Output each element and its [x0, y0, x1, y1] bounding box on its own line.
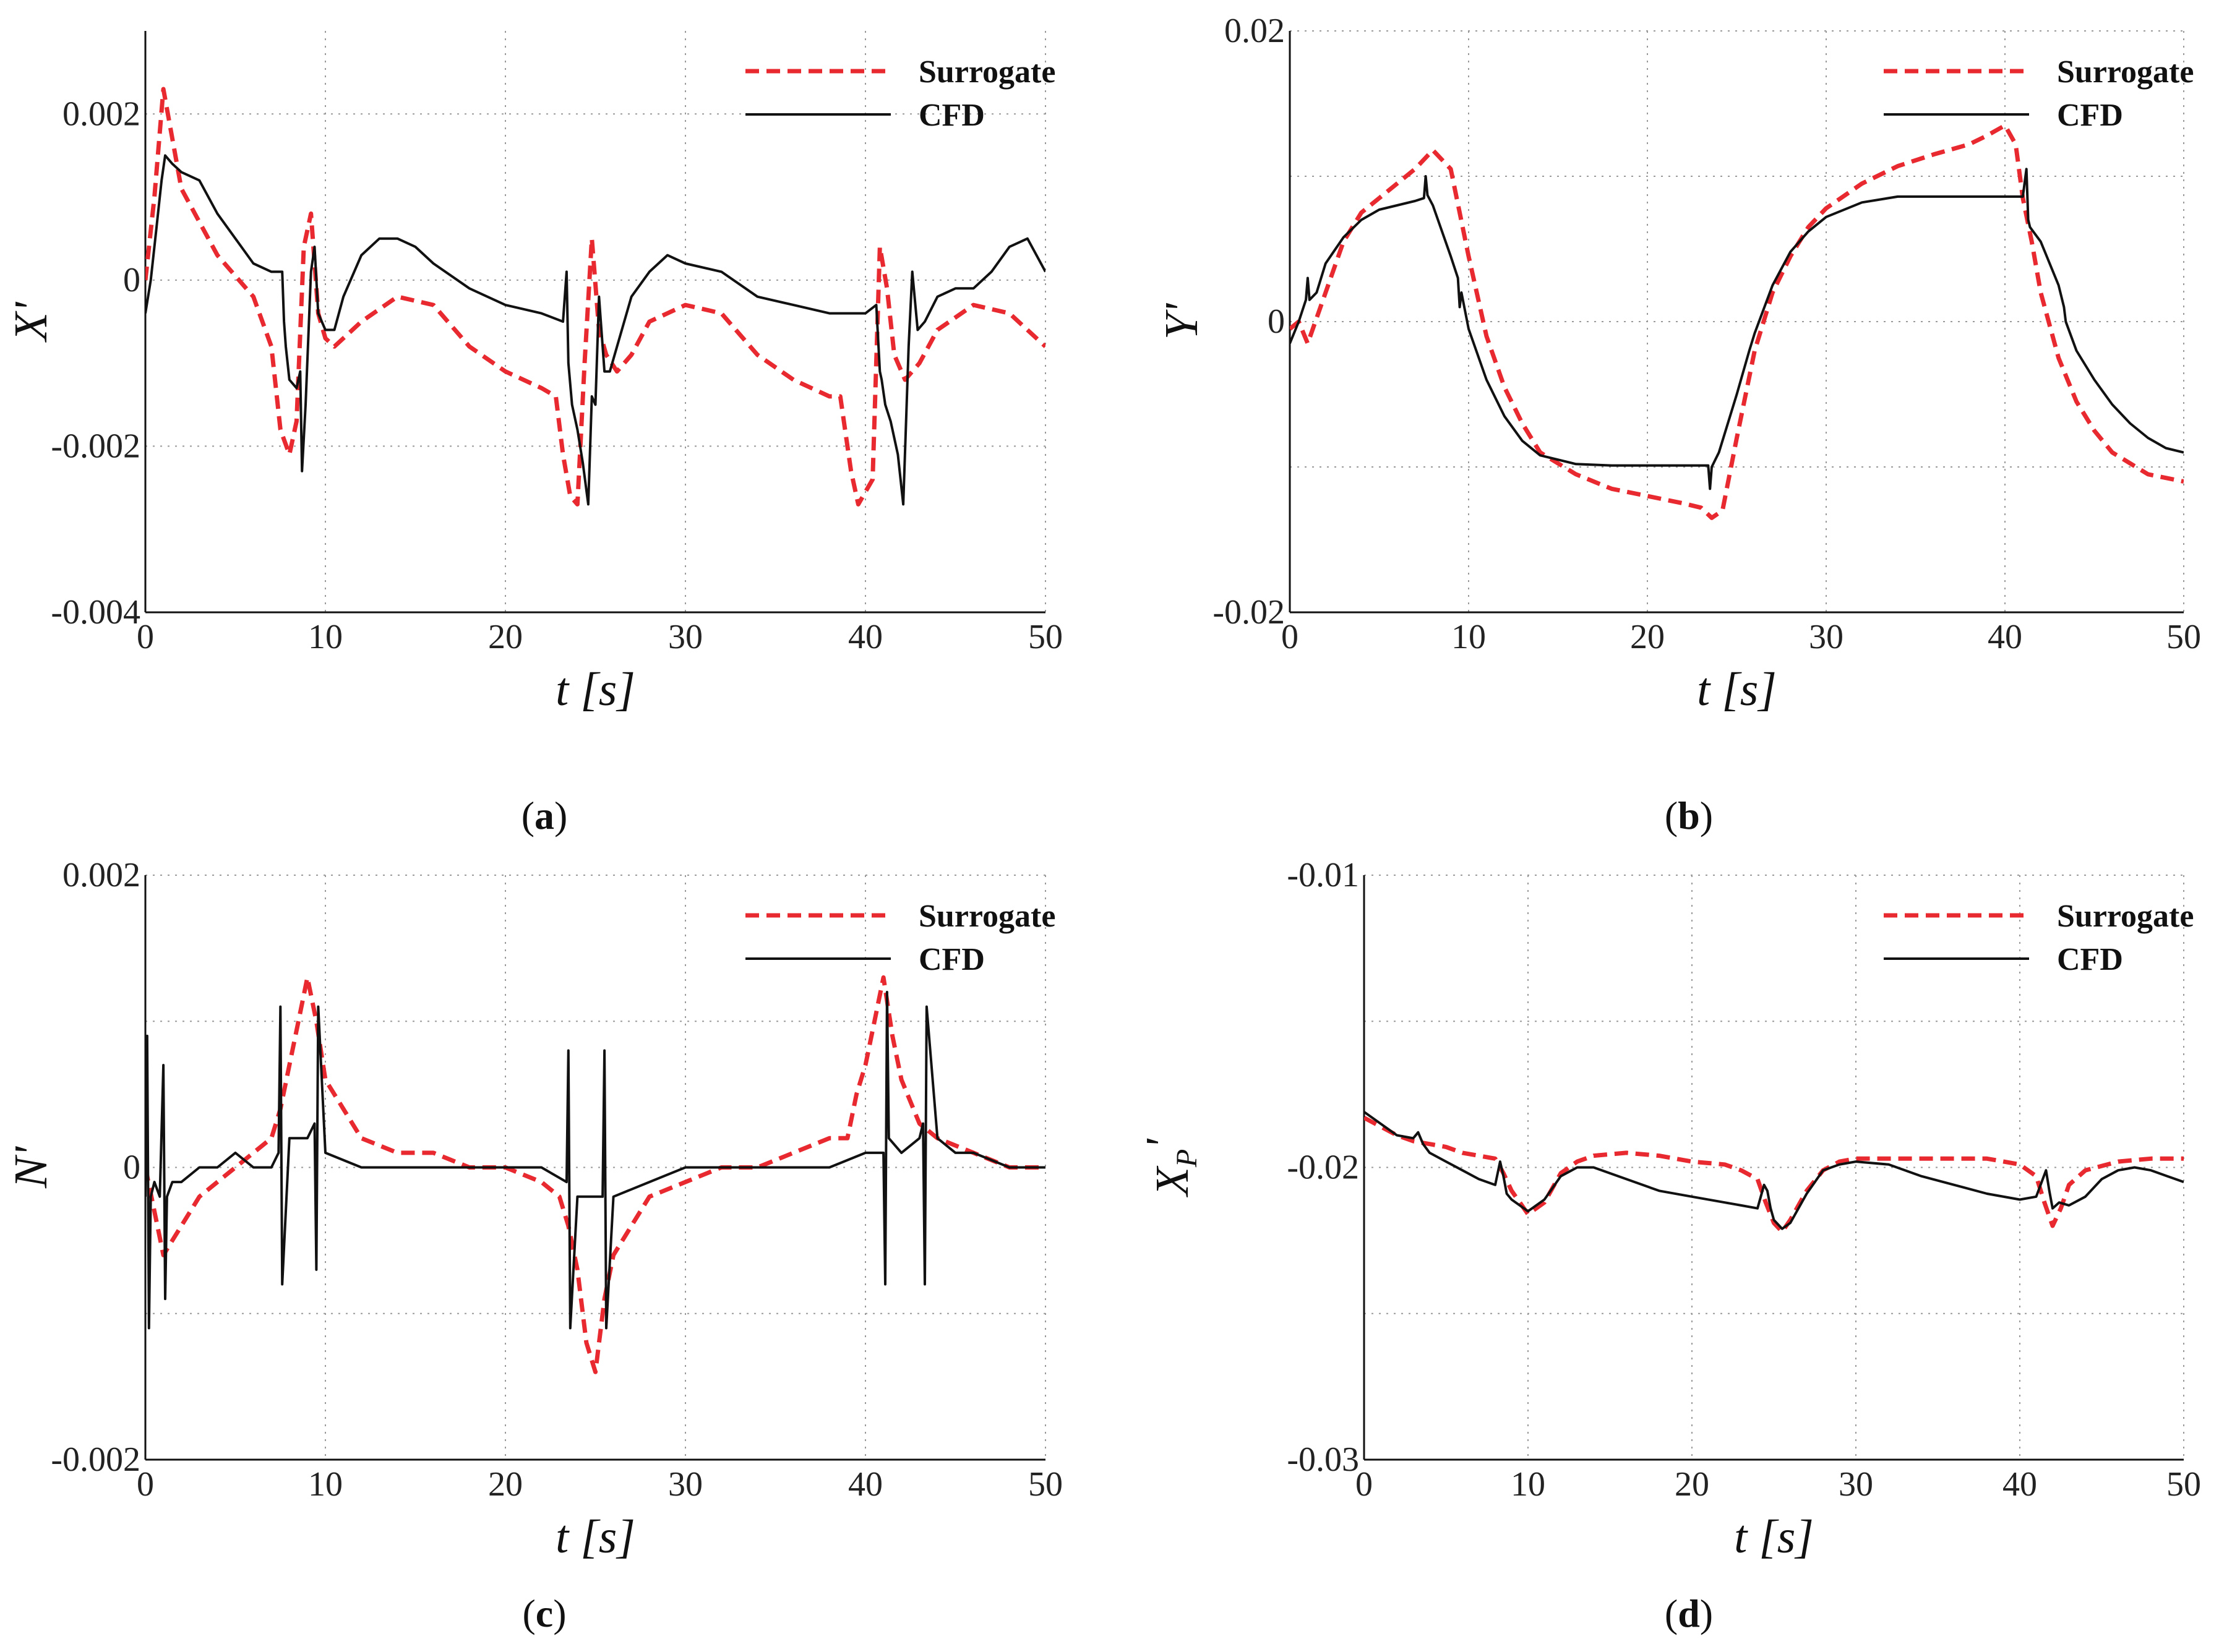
panel-caption-letter: c — [536, 1591, 553, 1635]
legend-label-cfd: CFD — [2057, 942, 2123, 977]
x-tick-label: 20 — [488, 618, 523, 656]
x-tick-label: 50 — [1028, 618, 1063, 656]
panel-caption: (c) — [522, 1591, 566, 1635]
x-tick-label: 50 — [2166, 1465, 2201, 1504]
y-axis-label: N' — [5, 1145, 57, 1189]
y-axis-label-subscript: P — [1170, 1149, 1203, 1168]
series-line-cfd — [1290, 168, 2184, 490]
x-tick-label: 10 — [1511, 1465, 1545, 1504]
x-tick-label: 40 — [848, 618, 883, 656]
y-tick-label: 0.002 — [62, 856, 140, 894]
x-tick-label: 0 — [1355, 1465, 1373, 1504]
y-tick-label: 0 — [123, 1149, 140, 1187]
x-tick-label: 30 — [668, 618, 703, 656]
panel-caption: (b) — [1665, 794, 1713, 837]
x-tick-label: 0 — [137, 1465, 154, 1504]
legend-label-cfd: CFD — [919, 942, 985, 977]
y-tick-label: -0.03 — [1287, 1440, 1359, 1479]
x-axis-label: t [s] — [556, 664, 635, 716]
legend-label-surrogate: Surrogate — [919, 899, 1055, 934]
panel-caption-letter: b — [1678, 794, 1700, 837]
x-tick-label: 10 — [1451, 618, 1486, 656]
x-tick-label: 10 — [308, 618, 343, 656]
y-tick-label: -0.02 — [1213, 593, 1285, 631]
y-tick-label: -0.01 — [1287, 856, 1359, 894]
y-axis-label: XP' — [1136, 1138, 1203, 1198]
y-tick-label: 0.002 — [62, 95, 140, 133]
y-axis-label: Y' — [1156, 302, 1208, 340]
legend-label-cfd: CFD — [919, 98, 985, 133]
x-tick-label: 50 — [1028, 1465, 1063, 1504]
x-tick-label: 20 — [488, 1465, 523, 1504]
x-tick-label: 20 — [1630, 618, 1665, 656]
y-tick-label: 0 — [1268, 302, 1285, 341]
panel-caption-letter: d — [1678, 1591, 1700, 1635]
x-tick-label: 50 — [2166, 618, 2201, 656]
x-tick-label: 30 — [1809, 618, 1843, 656]
x-tick-label: 40 — [1988, 618, 2022, 656]
y-tick-label: 0 — [123, 261, 140, 299]
x-tick-label: 0 — [1281, 618, 1298, 656]
series-line-surrogate — [145, 87, 1045, 507]
series-line-cfd — [145, 991, 1045, 1330]
y-tick-label: -0.004 — [51, 593, 140, 631]
x-tick-label: 30 — [668, 1465, 703, 1504]
legend-label-cfd: CFD — [2057, 98, 2123, 133]
panel-caption-letter: a — [534, 794, 554, 837]
panel-caption: (d) — [1665, 1591, 1713, 1635]
series-line-cfd — [145, 154, 1045, 506]
x-tick-label: 0 — [137, 618, 154, 656]
legend-label-surrogate: Surrogate — [2057, 54, 2194, 90]
chart-panel-d: 0 10 20 30 40 50 -0.03 -0.02 -0.01 t [s] XP' Surrog… — [1136, 856, 2201, 1635]
y-tick-label: 0.02 — [1224, 12, 1285, 50]
panel-caption: (a) — [521, 794, 568, 837]
series-line-surrogate — [1364, 1116, 2184, 1234]
x-tick-label: 40 — [2002, 1465, 2037, 1504]
chart-panel-a: 0 10 20 30 40 50 -0.004 -0.002 0 0.002 t [s] X' Surr… — [5, 31, 1063, 837]
y-axis-label-prime: ' — [1136, 1138, 1188, 1149]
x-tick-label: 40 — [848, 1465, 883, 1504]
x-axis-label: t [s] — [1697, 664, 1777, 716]
y-tick-label: -0.002 — [51, 427, 140, 465]
x-axis-label: t [s] — [1734, 1511, 1814, 1563]
legend-label-surrogate: Surrogate — [2057, 899, 2194, 934]
x-tick-label: 30 — [1839, 1465, 1873, 1504]
y-tick-label: -0.002 — [51, 1440, 140, 1479]
x-axis-label: t [s] — [556, 1511, 635, 1563]
x-tick-label: 10 — [308, 1465, 343, 1504]
x-tick-label: 20 — [1675, 1465, 1709, 1504]
y-axis-label: X' — [5, 301, 57, 343]
y-tick-label: -0.02 — [1287, 1149, 1359, 1187]
legend-label-surrogate: Surrogate — [919, 54, 1055, 90]
series-line-cfd — [1364, 1111, 2184, 1230]
